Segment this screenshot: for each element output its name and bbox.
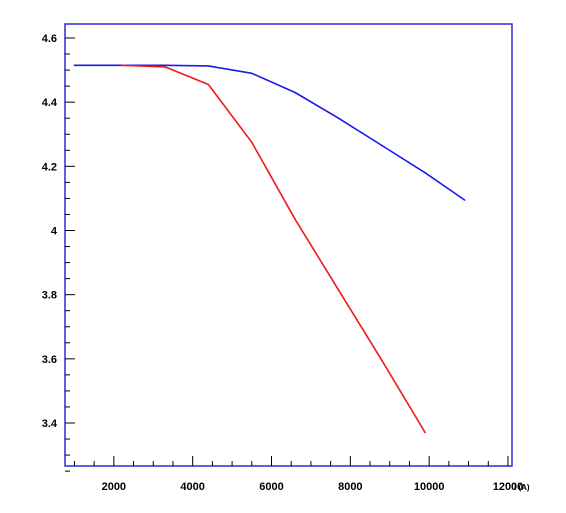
series-1-point <box>73 64 76 67</box>
series-layer: L 0.Ld 0. <box>73 64 466 434</box>
x-unit-label: l (A) <box>514 483 530 492</box>
y-tick-label: 4.2 <box>42 161 57 173</box>
series-1-point <box>250 72 253 75</box>
series-2-point <box>337 289 340 291</box>
series-1-point <box>381 144 383 147</box>
x-tick-label: 6000 <box>259 481 283 493</box>
series-1-point <box>294 91 296 94</box>
series-2-point <box>250 141 253 144</box>
x-tick-label: 4000 <box>180 481 204 493</box>
series-1-point <box>424 171 427 174</box>
series-2-point <box>164 66 166 68</box>
series-2-point <box>120 64 123 67</box>
series-2-point <box>381 359 383 362</box>
x-tick-label: 2000 <box>102 481 126 493</box>
y-tick-label: 3.8 <box>42 290 57 302</box>
series-line-2 <box>121 64 426 434</box>
y-tick-label: 4.4 <box>42 97 58 109</box>
plot-frame <box>64 23 513 467</box>
series-2-point <box>294 218 296 221</box>
series-1-point <box>463 199 466 201</box>
x-tick-label: 10000 <box>414 481 445 493</box>
series-2-point <box>424 431 427 434</box>
x-tick-label: 8000 <box>338 481 362 493</box>
series-2-point <box>207 83 210 86</box>
series-1-point <box>337 117 340 120</box>
series-1-point <box>207 65 210 67</box>
x-tick-label: 12000 <box>493 481 524 493</box>
y-tick-label: 4.6 <box>42 33 57 45</box>
x-axis: 2000 4000 6000 8000 10000 12000 <box>73 456 524 493</box>
series-1-point <box>113 64 115 67</box>
y-tick-label: 4 <box>51 226 58 238</box>
series-1-point <box>164 64 166 67</box>
y-tick-label: 3.6 <box>42 354 57 366</box>
y-axis: 3.4 3.6 3.8 4 4.2 4.4 4.6 <box>42 33 75 472</box>
y-tick-label: 3.4 <box>42 418 58 430</box>
